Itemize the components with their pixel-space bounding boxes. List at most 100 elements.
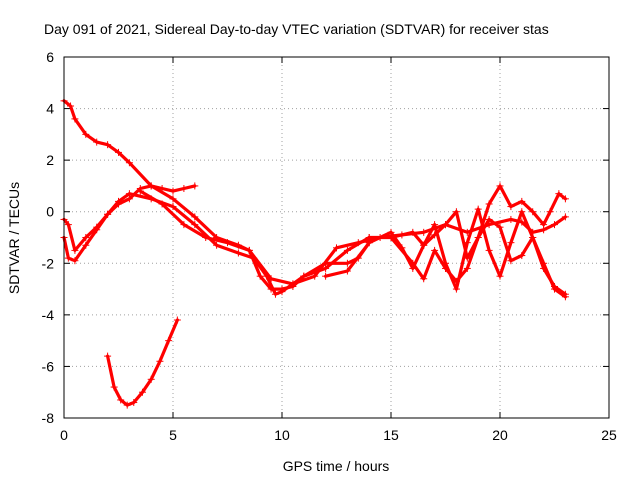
series-line bbox=[389, 217, 567, 296]
data-point bbox=[136, 187, 144, 195]
data-point bbox=[191, 182, 199, 190]
data-point bbox=[518, 252, 526, 260]
data-point bbox=[115, 148, 122, 156]
data-point bbox=[551, 221, 558, 229]
data-point bbox=[147, 375, 155, 383]
data-point bbox=[485, 215, 493, 223]
data-point bbox=[234, 249, 242, 257]
data-point bbox=[420, 275, 428, 283]
data-point bbox=[452, 277, 460, 285]
axis-ticks bbox=[63, 56, 610, 419]
data-point bbox=[125, 159, 133, 167]
data-point bbox=[71, 257, 79, 265]
data-point bbox=[123, 401, 131, 409]
data-point bbox=[507, 215, 515, 223]
data-point bbox=[311, 272, 319, 280]
data-point bbox=[555, 190, 563, 198]
data-point bbox=[82, 130, 90, 138]
data-point bbox=[561, 195, 569, 203]
series-trace-e bbox=[104, 316, 181, 409]
data-point bbox=[191, 221, 199, 229]
y-tick-label: -4 bbox=[42, 307, 55, 323]
x-tick-label: 25 bbox=[601, 427, 617, 443]
data-point bbox=[507, 203, 515, 211]
data-point bbox=[158, 200, 166, 208]
data-point bbox=[271, 290, 279, 298]
data-point bbox=[191, 213, 199, 221]
data-point bbox=[409, 259, 417, 267]
x-tick-label: 0 bbox=[60, 427, 68, 443]
data-point bbox=[551, 282, 558, 290]
data-point bbox=[343, 259, 351, 267]
data-point bbox=[409, 228, 417, 236]
data-point bbox=[387, 234, 395, 241]
data-point bbox=[343, 267, 351, 275]
data-point bbox=[169, 187, 177, 195]
y-tick-label: 0 bbox=[46, 204, 54, 220]
y-tick-label: 4 bbox=[46, 101, 54, 117]
data-point bbox=[485, 200, 493, 208]
x-tick-label: 20 bbox=[492, 427, 508, 443]
series-trace-h bbox=[387, 215, 569, 298]
data-point bbox=[463, 264, 471, 272]
plot-frame bbox=[63, 56, 610, 419]
tick-labels: 0 5 10 15 20 25 -8 -6 -4 -2 0 2 4 6 bbox=[42, 49, 617, 443]
data-point bbox=[104, 210, 112, 218]
data-point bbox=[64, 221, 72, 229]
data-point bbox=[431, 231, 439, 239]
data-point bbox=[474, 234, 482, 241]
data-point bbox=[147, 182, 155, 190]
y-tick-label: 6 bbox=[46, 49, 54, 65]
data-point bbox=[561, 290, 569, 298]
data-point bbox=[93, 138, 101, 146]
data-point bbox=[518, 197, 526, 205]
chart-title: Day 091 of 2021, Sidereal Day-to-day VTE… bbox=[44, 21, 549, 37]
data-point bbox=[71, 246, 79, 254]
data-point bbox=[115, 197, 122, 205]
data-point bbox=[130, 399, 138, 407]
data-point bbox=[496, 223, 504, 231]
data-point bbox=[165, 337, 173, 345]
data-point bbox=[420, 241, 428, 249]
data-point bbox=[169, 203, 177, 211]
data-point bbox=[452, 285, 460, 293]
x-tick-label: 5 bbox=[169, 427, 177, 443]
series-line bbox=[324, 207, 567, 299]
data-point bbox=[540, 221, 548, 229]
data-point bbox=[256, 272, 264, 280]
data-point bbox=[104, 141, 112, 149]
data-point bbox=[496, 272, 504, 280]
data-point bbox=[289, 280, 297, 288]
data-point bbox=[507, 239, 515, 247]
data-point bbox=[485, 246, 493, 254]
x-tick-label: 15 bbox=[383, 427, 399, 443]
data-point bbox=[529, 208, 537, 216]
data-point bbox=[431, 246, 439, 254]
data-point bbox=[125, 190, 133, 198]
data-point bbox=[354, 239, 362, 247]
data-point bbox=[420, 228, 428, 236]
grid-lines bbox=[64, 57, 609, 418]
data-point bbox=[529, 234, 537, 241]
data-point bbox=[546, 208, 554, 216]
data-point bbox=[507, 257, 515, 265]
data-point bbox=[82, 234, 90, 241]
series-trace-f bbox=[322, 205, 569, 301]
data-point bbox=[343, 246, 351, 254]
data-point bbox=[322, 272, 330, 280]
series-line bbox=[62, 99, 371, 291]
data-point bbox=[67, 102, 75, 110]
data-point bbox=[540, 264, 548, 272]
x-tick-label: 10 bbox=[274, 427, 290, 443]
data-point bbox=[442, 264, 449, 272]
data-point bbox=[180, 185, 188, 193]
data-point bbox=[431, 221, 439, 229]
data-series bbox=[60, 97, 569, 409]
data-point bbox=[104, 352, 112, 360]
data-point bbox=[93, 226, 101, 234]
x-axis-label: GPS time / hours bbox=[283, 458, 390, 474]
data-point bbox=[138, 388, 146, 396]
data-point bbox=[71, 115, 79, 123]
data-point bbox=[224, 239, 231, 247]
data-point bbox=[518, 208, 526, 216]
